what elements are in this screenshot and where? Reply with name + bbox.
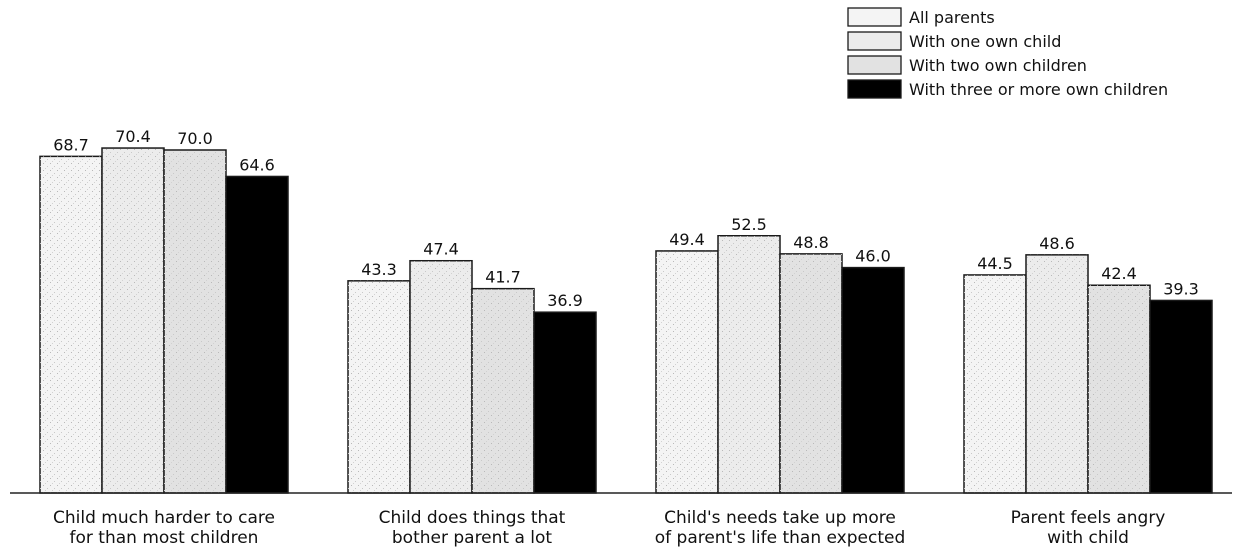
data-label-2-4: 36.9 — [547, 291, 583, 310]
data-label-4-4: 39.3 — [1163, 279, 1199, 298]
bar-texture-1-3 — [164, 150, 226, 493]
category-label-3-line-1: Child's needs take up more — [664, 508, 896, 528]
category-label-1-line-1: Child much harder to care — [53, 508, 275, 528]
legend: All parents With one own child With two ow… — [847, 7, 1168, 99]
legend-swatch-4 — [847, 79, 902, 99]
data-label-3-2: 52.5 — [731, 215, 767, 234]
data-label-3-4: 46.0 — [855, 247, 891, 266]
data-label-4-3: 42.4 — [1101, 264, 1137, 283]
bar-texture-4-1 — [964, 274, 1026, 493]
data-label-2-3: 41.7 — [485, 268, 521, 287]
legend-swatch-1 — [847, 7, 902, 27]
bar-texture-3-3 — [780, 253, 842, 493]
legend-label-4: With three or more own children — [909, 80, 1168, 99]
legend-label-3: With two own children — [909, 56, 1087, 75]
labels-layer: 68.7 70.4 70.0 64.6 Child much harder to car… — [53, 127, 1199, 548]
category-label-1-line-2: for than most children — [70, 528, 259, 548]
data-label-3-1: 49.4 — [669, 230, 705, 249]
category-label-2-line-2: bother parent a lot — [392, 528, 553, 548]
category-label-4-line-1: Parent feels angry — [1011, 508, 1166, 528]
legend-swatch-2 — [847, 31, 902, 51]
bar-texture-2-3 — [472, 288, 534, 493]
data-label-2-1: 43.3 — [361, 260, 397, 279]
bar-texture-2-1 — [348, 280, 410, 493]
bar-2-4 — [533, 311, 597, 494]
bar-1-4 — [225, 175, 289, 494]
data-label-4-1: 44.5 — [977, 254, 1013, 273]
bar-texture-3-2 — [718, 235, 780, 493]
bar-texture-1-2 — [102, 148, 164, 494]
data-label-3-3: 48.8 — [793, 233, 829, 252]
legend-label-1: All parents — [909, 8, 995, 27]
data-label-1-2: 70.4 — [115, 127, 151, 146]
bar-texture-4-2 — [1026, 254, 1088, 493]
category-label-3-line-2: of parent's life than expected — [655, 528, 906, 548]
legend-label-2: With one own child — [909, 32, 1061, 51]
bar-texture-1-1 — [40, 156, 102, 493]
legend-swatch-3 — [847, 55, 902, 75]
bars-layer — [39, 147, 1213, 494]
data-label-1-3: 70.0 — [177, 129, 213, 148]
category-label-2-line-1: Child does things that — [379, 508, 566, 528]
data-label-2-2: 47.4 — [423, 240, 459, 259]
bar-4-4 — [1149, 299, 1213, 494]
data-label-1-1: 68.7 — [53, 135, 89, 154]
bar-3-4 — [841, 266, 905, 494]
category-label-4-line-2: with child — [1047, 528, 1129, 548]
bar-texture-2-2 — [410, 260, 472, 493]
data-label-4-2: 48.6 — [1039, 234, 1075, 253]
data-label-1-4: 64.6 — [239, 155, 275, 174]
bar-texture-4-3 — [1088, 285, 1150, 493]
bar-texture-3-1 — [656, 250, 718, 493]
